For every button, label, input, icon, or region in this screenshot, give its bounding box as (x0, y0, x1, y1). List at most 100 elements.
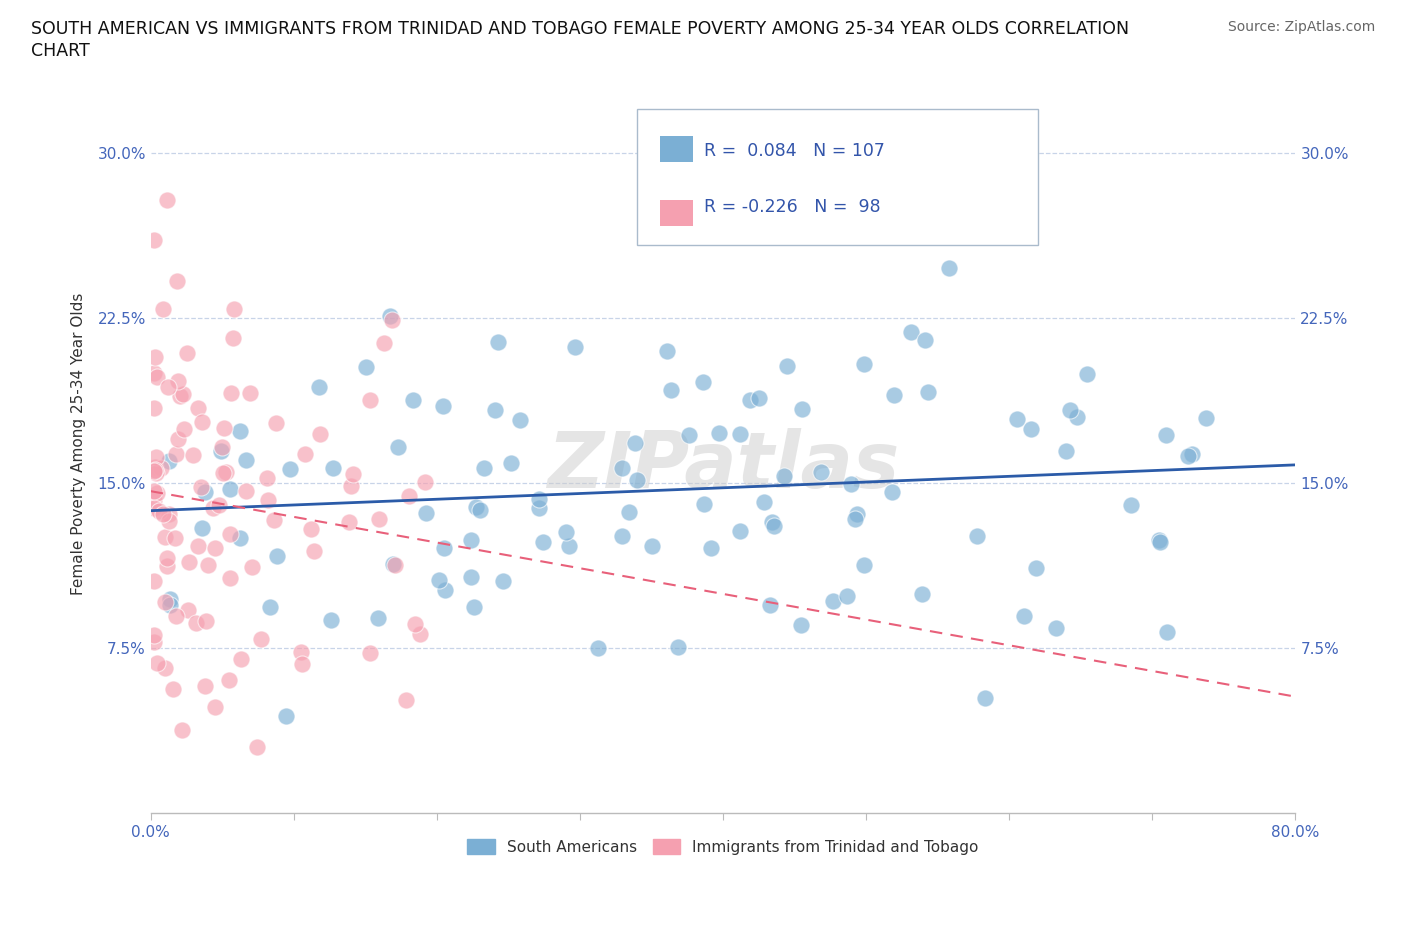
Point (219, 385, 242, 400)
Point (761, 514, 783, 529)
Point (368, 512, 391, 527)
Point (617, 505, 640, 520)
Point (359, 392, 381, 407)
Point (165, 446, 187, 461)
Point (1149, 533, 1171, 548)
Point (1005, 411, 1028, 426)
FancyBboxPatch shape (637, 109, 1038, 246)
Point (159, 598, 181, 613)
Point (214, 464, 236, 479)
Point (384, 557, 406, 572)
Point (655, 344, 678, 359)
Point (204, 541, 226, 556)
Point (844, 512, 866, 526)
Point (176, 603, 198, 618)
Point (173, 421, 195, 436)
Point (193, 678, 215, 693)
Point (699, 540, 721, 555)
Point (472, 461, 495, 476)
Y-axis label: Female Poverty Among 25-34 Year Olds: Female Poverty Among 25-34 Year Olds (72, 293, 86, 595)
Point (299, 522, 322, 537)
Point (157, 513, 180, 528)
Point (159, 591, 181, 606)
FancyBboxPatch shape (661, 200, 693, 226)
Point (468, 503, 491, 518)
Point (728, 524, 751, 538)
Point (165, 608, 187, 623)
Point (187, 538, 209, 553)
Point (707, 426, 730, 441)
Point (527, 500, 550, 515)
Point (155, 193, 177, 207)
Point (337, 515, 360, 530)
Point (914, 332, 936, 347)
Point (294, 446, 316, 461)
Point (883, 388, 905, 403)
Point (486, 334, 509, 349)
Point (558, 538, 581, 553)
Point (378, 308, 401, 323)
Point (790, 618, 813, 632)
Point (142, 464, 165, 479)
Point (222, 330, 245, 345)
Point (1149, 535, 1171, 550)
Point (586, 641, 609, 656)
Point (322, 461, 344, 476)
Point (142, 365, 165, 380)
Point (610, 460, 633, 475)
Point (1195, 411, 1218, 426)
Point (143, 628, 166, 643)
Text: R =  0.084   N = 107: R = 0.084 N = 107 (703, 142, 884, 161)
Point (427, 573, 450, 588)
Point (143, 484, 166, 498)
Point (1019, 422, 1042, 437)
Point (776, 358, 799, 373)
Text: SOUTH AMERICAN VS IMMIGRANTS FROM TRINIDAD AND TOBAGO FEMALE POVERTY AMONG 25-34: SOUTH AMERICAN VS IMMIGRANTS FROM TRINID… (31, 20, 1129, 38)
Point (191, 521, 214, 536)
Point (176, 345, 198, 360)
Point (246, 739, 269, 754)
Point (659, 383, 682, 398)
Point (728, 427, 751, 442)
Point (492, 574, 515, 589)
Point (852, 357, 875, 372)
Point (208, 498, 231, 512)
Point (167, 432, 190, 446)
Point (229, 530, 252, 545)
Point (152, 507, 174, 522)
Point (624, 436, 647, 451)
Point (402, 392, 425, 407)
Point (1054, 444, 1077, 458)
Legend: South Americans, Immigrants from Trinidad and Tobago: South Americans, Immigrants from Trinida… (461, 832, 984, 861)
Point (762, 518, 785, 533)
Point (1177, 448, 1199, 463)
Point (146, 656, 169, 671)
Point (148, 504, 170, 519)
Point (170, 723, 193, 737)
Point (738, 392, 761, 407)
Point (359, 645, 381, 660)
Point (974, 691, 997, 706)
Point (1059, 403, 1081, 418)
Point (194, 485, 217, 499)
Point (259, 600, 281, 615)
Point (256, 471, 278, 485)
Point (433, 582, 456, 597)
Point (1066, 410, 1088, 425)
Point (398, 488, 420, 503)
Point (911, 587, 934, 602)
Point (758, 227, 780, 242)
Point (465, 499, 488, 514)
Point (823, 593, 845, 608)
Point (142, 401, 165, 416)
Point (413, 474, 436, 489)
Point (239, 386, 262, 401)
Point (143, 573, 166, 588)
Point (142, 634, 165, 649)
Point (266, 549, 288, 564)
Point (835, 589, 858, 604)
Point (201, 500, 224, 515)
Point (163, 530, 186, 545)
Point (143, 459, 166, 474)
Point (752, 495, 775, 510)
